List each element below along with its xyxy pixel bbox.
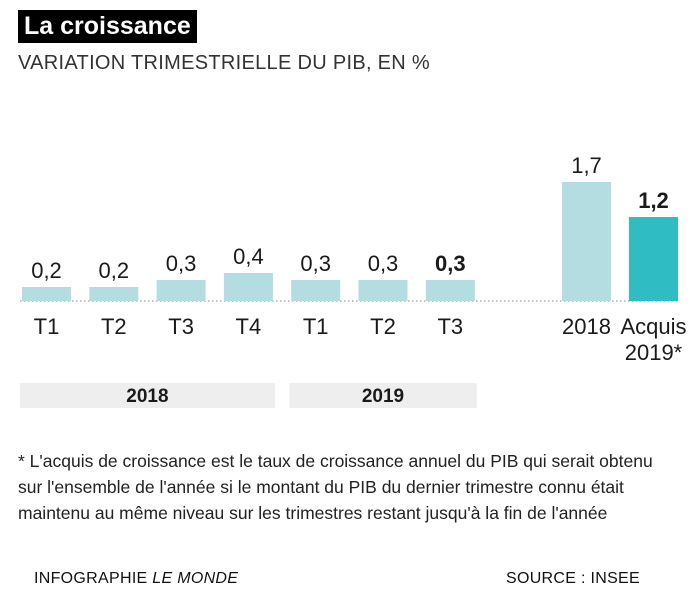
quarterly-bar-1 bbox=[89, 287, 139, 301]
year-group-label-1: 2019 bbox=[362, 386, 404, 407]
quarterly-value-label-6: 0,3 bbox=[435, 251, 466, 276]
footnote: * L'acquis de croissance est le taux de … bbox=[18, 451, 653, 523]
quarterly-category-label-3: T4 bbox=[236, 314, 262, 339]
annual-value-label-1: 1,2 bbox=[638, 188, 669, 213]
annual-category-label-0: 2018 bbox=[562, 314, 611, 339]
quarterly-bar-5 bbox=[358, 280, 408, 301]
quarterly-category-label-6: T3 bbox=[437, 314, 463, 339]
source: SOURCE : INSEE bbox=[505, 570, 640, 587]
year-group-label-0: 2018 bbox=[126, 386, 168, 407]
annual-bar-1 bbox=[629, 217, 678, 301]
quarterly-value-label-1: 0,2 bbox=[99, 258, 130, 283]
credit: INFOGRAPHIE LE MONDE bbox=[34, 570, 238, 588]
quarterly-category-label-5: T2 bbox=[370, 314, 396, 339]
quarterly-bar-2 bbox=[156, 280, 206, 301]
annual-value-label-0: 1,7 bbox=[571, 153, 602, 178]
quarterly-category-label-4: T1 bbox=[303, 314, 329, 339]
quarterly-category-label-1: T2 bbox=[101, 314, 127, 339]
credit-prefix: INFOGRAPHIE bbox=[34, 570, 153, 587]
chart-subtitle: VARIATION TRIMESTRIELLE DU PIB, EN % bbox=[18, 52, 430, 74]
credit-publication: LE MONDE bbox=[152, 570, 239, 587]
quarterly-value-label-4: 0,3 bbox=[300, 251, 331, 276]
quarterly-bar-3 bbox=[223, 273, 273, 301]
quarterly-bar-6 bbox=[425, 280, 475, 301]
annual-category-label-1-1: 2019* bbox=[625, 340, 683, 365]
year-group-band-0 bbox=[20, 383, 275, 408]
annual-category-label-1-0: Acquis bbox=[620, 314, 686, 339]
quarterly-value-label-0: 0,2 bbox=[31, 258, 62, 283]
quarterly-bar-4 bbox=[291, 280, 341, 301]
quarterly-category-label-0: T1 bbox=[34, 314, 60, 339]
year-group-band-1 bbox=[289, 383, 477, 408]
quarterly-value-label-5: 0,3 bbox=[368, 251, 399, 276]
annual-bar-0 bbox=[562, 182, 611, 301]
quarterly-category-label-2: T3 bbox=[168, 314, 194, 339]
quarterly-value-label-3: 0,4 bbox=[233, 244, 264, 269]
quarterly-value-label-2: 0,3 bbox=[166, 251, 197, 276]
quarterly-bar-0 bbox=[22, 287, 71, 301]
chart-title: La croissance bbox=[18, 10, 197, 43]
bar-chart: 0,2 T1 0,2 T2 0,3 T3 0,4 T4 0,3 T1 0,3 T2 0,3 T3 1,7 20… bbox=[20, 153, 687, 408]
